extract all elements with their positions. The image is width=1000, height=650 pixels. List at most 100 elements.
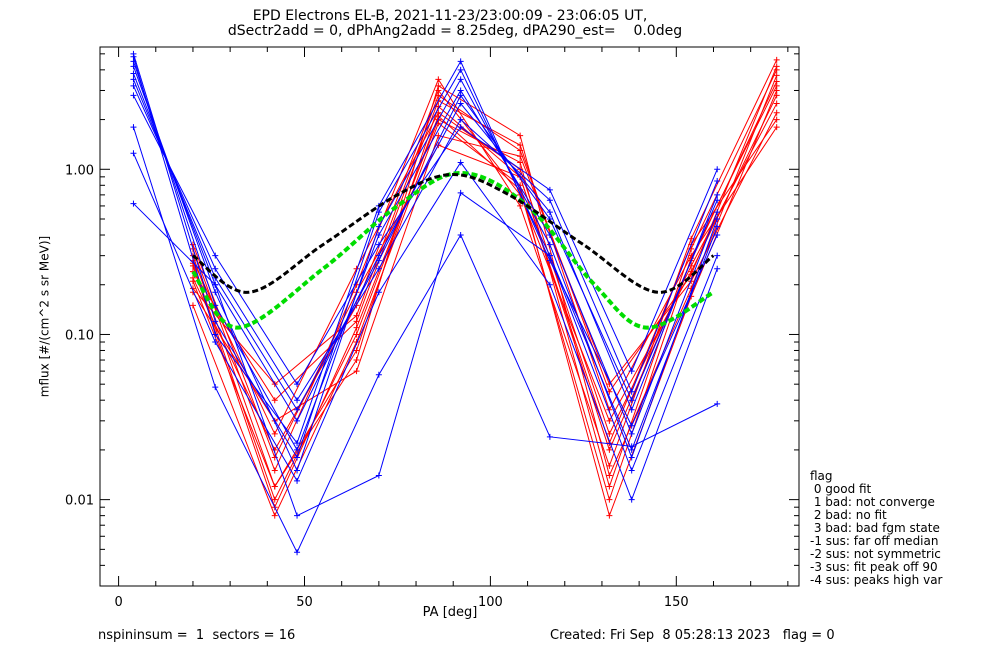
footer-left: nspininsum = 1 sectors = 16 — [98, 628, 296, 643]
blue-series-point — [375, 472, 382, 479]
blue-series-point — [714, 265, 721, 272]
blue-series-point — [212, 252, 219, 259]
fit-curve-black — [192, 172, 715, 294]
blue-series-line — [132, 73, 718, 422]
blue-series-point — [457, 66, 464, 73]
red-series-point — [773, 63, 780, 70]
blue-series-point — [546, 433, 553, 440]
blue-series-point — [457, 100, 464, 107]
legend-entry: 2 bad: no fit — [810, 508, 887, 522]
legend-entry: -1 sus: far off median — [810, 534, 939, 548]
plot-frame — [99, 46, 800, 587]
blue-series-point — [375, 223, 382, 230]
x-tick-label: 100 — [478, 595, 503, 610]
blue-series-point — [130, 70, 137, 77]
blue-series-point — [714, 166, 721, 173]
series-layer — [130, 50, 780, 556]
red-series-point — [773, 72, 780, 79]
blue-series-line — [132, 56, 718, 445]
red-series-point — [773, 56, 780, 63]
blue-series-line — [133, 79, 718, 411]
blue-series-point — [130, 200, 137, 207]
blue-series-point — [714, 223, 721, 230]
blue-series-point — [130, 53, 137, 60]
fit-curve-green — [191, 170, 715, 330]
legend-title: flag — [810, 469, 833, 483]
blue-series-point — [546, 197, 553, 204]
red-series-point — [353, 312, 360, 319]
blue-series-point — [628, 368, 635, 375]
blue-series-point — [628, 496, 635, 503]
red-series-point — [353, 357, 360, 364]
red-series-point — [271, 467, 278, 474]
blue-series-point — [212, 384, 219, 391]
blue-series-point — [212, 281, 219, 288]
legend-entry: -3 sus: fit peak off 90 — [810, 560, 938, 574]
fit-layer — [191, 170, 715, 330]
blue-series-point — [628, 454, 635, 461]
legend-entry: 1 bad: not converge — [810, 495, 935, 509]
blue-series-point — [628, 430, 635, 437]
blue-series-point — [294, 406, 301, 413]
red-series-point — [606, 483, 613, 490]
red-series-point — [688, 235, 695, 242]
blue-series-line — [133, 85, 718, 402]
y-tick-label: 0.10 — [65, 328, 94, 343]
red-series-point — [353, 318, 360, 325]
red-series-point — [773, 124, 780, 131]
blue-series-point — [714, 209, 721, 216]
legend: flag 0 good fit 1 bad: not converge 2 ba… — [810, 470, 942, 587]
x-axis-label: PA [deg] — [422, 605, 478, 620]
red-series-point — [435, 82, 442, 89]
red-series-point — [606, 496, 613, 503]
blue-series-point — [212, 331, 219, 338]
legend-entry: 3 bad: bad fgm state — [810, 521, 940, 535]
blue-series-point — [457, 116, 464, 123]
blue-series-point — [375, 257, 382, 264]
legend-entry: 0 good fit — [810, 482, 872, 496]
red-series-point — [271, 397, 278, 404]
blue-series-point — [375, 289, 382, 296]
blue-series-line — [132, 126, 718, 554]
blue-series-point — [294, 467, 301, 474]
legend-entry: -2 sus: not symmetric — [810, 547, 941, 561]
red-series-line — [192, 103, 778, 436]
blue-series-point — [130, 124, 137, 131]
red-series-point — [773, 100, 780, 107]
red-series-point — [517, 202, 524, 209]
blue-series-point — [714, 216, 721, 223]
blue-series-point — [546, 281, 553, 288]
blue-series-point — [714, 191, 721, 198]
red-series-point — [773, 116, 780, 123]
blue-series-point — [546, 186, 553, 193]
blue-series-point — [294, 512, 301, 519]
footer-right: Created: Fri Sep 8 05:28:13 2023 flag = … — [550, 628, 835, 643]
blue-series-point — [212, 289, 219, 296]
blue-series-point — [130, 63, 137, 70]
x-tick-label: 0 — [114, 595, 122, 610]
blue-series-point — [294, 381, 301, 388]
blue-series-point — [628, 406, 635, 413]
x-tick-label: 50 — [296, 595, 313, 610]
blue-series-point — [375, 371, 382, 378]
blue-series-line — [133, 192, 718, 517]
blue-series-line — [132, 53, 718, 459]
red-series-point — [606, 430, 613, 437]
blue-series-point — [212, 339, 219, 346]
red-series-point — [271, 512, 278, 519]
red-series-point — [606, 417, 613, 424]
blue-series-point — [294, 440, 301, 447]
blue-series-line — [133, 95, 718, 386]
blue-series-point — [714, 252, 721, 259]
blue-series-point — [294, 477, 301, 484]
blue-series-point — [457, 124, 464, 131]
red-series-point — [435, 76, 442, 83]
blue-series-point — [212, 318, 219, 325]
legend-entry: -4 sus: peaks high var — [810, 573, 943, 587]
blue-series-point — [457, 232, 464, 239]
blue-series-point — [457, 58, 464, 65]
blue-series-point — [628, 467, 635, 474]
red-series-line — [192, 85, 778, 502]
x-tick-label: 150 — [664, 595, 689, 610]
